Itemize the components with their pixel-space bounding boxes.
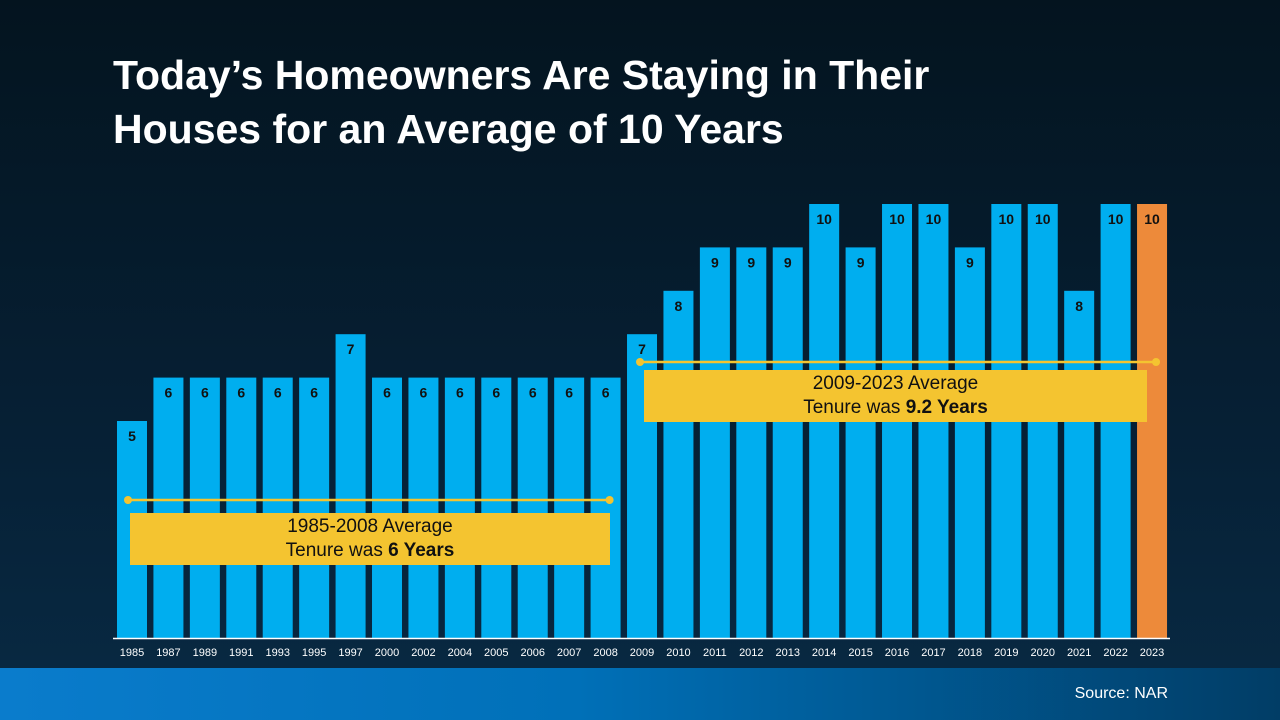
x-tick-label-2019: 2019 (994, 647, 1018, 659)
x-tick-label-2020: 2020 (1031, 647, 1055, 659)
data-label-2009: 7 (638, 341, 646, 357)
annotation-box-1985-2008: 1985-2008 Average Tenure was 6 Years (130, 513, 610, 565)
x-tick-label-2012: 2012 (739, 647, 763, 659)
annotation-line2-prefix: Tenure was (285, 540, 389, 561)
data-label-1995: 6 (310, 385, 318, 401)
x-tick-label-2005: 2005 (484, 647, 508, 659)
bar-2015 (845, 247, 876, 638)
x-tick-label-2017: 2017 (921, 647, 945, 659)
x-tick-label-2008: 2008 (593, 647, 617, 659)
bar-chart: 5 1985 6 1987 6 1989 6 1991 6 1993 6 1995 7 1997 6 2000… (117, 204, 1168, 659)
x-tick-label-2010: 2010 (666, 647, 690, 659)
data-label-1985: 5 (128, 428, 136, 444)
bar-2013 (772, 247, 803, 638)
bar-2021 (1064, 290, 1095, 638)
bar-1995 (299, 377, 330, 638)
bar-1991 (226, 377, 257, 638)
bar-1993 (262, 377, 293, 638)
annotation-line2-prefix: Tenure was (803, 397, 906, 418)
x-tick-label-2014: 2014 (812, 647, 836, 659)
data-label-2019: 10 (999, 211, 1015, 227)
footer-band: Source: NAR (0, 668, 1280, 720)
chart-title: Today’s Homeowners Are Staying in Their … (113, 48, 929, 156)
bar-2000 (372, 377, 403, 638)
data-label-2004: 6 (456, 385, 464, 401)
x-tick-label-2021: 2021 (1067, 647, 1091, 659)
bar-2004 (444, 377, 475, 638)
data-label-2023: 10 (1144, 211, 1160, 227)
x-tick-label-2006: 2006 (520, 647, 544, 659)
x-tick-label-1993: 1993 (265, 647, 289, 659)
x-tick-label-1991: 1991 (229, 647, 253, 659)
x-tick-label-2023: 2023 (1140, 647, 1164, 659)
bar-2006 (517, 377, 548, 638)
data-label-2017: 10 (926, 211, 942, 227)
data-label-1991: 6 (237, 385, 245, 401)
bar-2002 (408, 377, 439, 638)
bar-2008 (590, 377, 621, 638)
x-tick-label-2002: 2002 (411, 647, 435, 659)
x-tick-label-1997: 1997 (338, 647, 362, 659)
data-label-2020: 10 (1035, 211, 1051, 227)
data-label-2021: 8 (1075, 298, 1083, 314)
source-label: Source: NAR (1074, 685, 1168, 702)
annotation-line1: 1985-2008 Average (287, 516, 453, 537)
average-line-end-dot (605, 496, 614, 504)
data-label-2002: 6 (420, 385, 428, 401)
x-tick-label-2007: 2007 (557, 647, 581, 659)
data-label-1987: 6 (165, 385, 173, 401)
data-label-2022: 10 (1108, 211, 1124, 227)
annotation-line1: 2009-2023 Average (812, 373, 979, 394)
x-tick-label-2015: 2015 (848, 647, 872, 659)
data-label-2005: 6 (492, 385, 500, 401)
data-label-2000: 6 (383, 385, 391, 401)
bar-2010 (663, 290, 694, 638)
bar-1997 (335, 334, 366, 638)
x-tick-label-1989: 1989 (193, 647, 217, 659)
bar-2011 (699, 247, 730, 638)
data-label-1989: 6 (201, 385, 209, 401)
x-tick-label-2018: 2018 (958, 647, 982, 659)
data-label-2018: 9 (966, 254, 974, 270)
bar-1987 (153, 377, 184, 638)
x-tick-label-2022: 2022 (1103, 647, 1127, 659)
bar-2005 (481, 377, 512, 638)
x-tick-label-2013: 2013 (775, 647, 799, 659)
data-label-1997: 7 (347, 341, 355, 357)
average-line-start-dot (124, 496, 132, 504)
data-label-2007: 6 (565, 385, 573, 401)
x-tick-label-2004: 2004 (448, 647, 472, 659)
x-tick-label-2016: 2016 (885, 647, 909, 659)
data-label-2013: 9 (784, 254, 792, 270)
data-label-2016: 10 (889, 211, 905, 227)
title-line-2: Houses for an Average of 10 Years (113, 106, 784, 152)
x-tick-label-2009: 2009 (630, 647, 654, 659)
x-tick-label-2011: 2011 (703, 647, 727, 659)
bar-2007 (554, 377, 585, 638)
x-tick-label-1995: 1995 (302, 647, 326, 659)
x-tick-label-2000: 2000 (375, 647, 399, 659)
title-line-1: Today’s Homeowners Are Staying in Their (113, 52, 930, 98)
data-label-2012: 9 (747, 254, 755, 270)
data-label-2011: 9 (711, 254, 719, 270)
bar-2012 (736, 247, 767, 638)
data-label-1993: 6 (274, 385, 282, 401)
annotation-value: 6 Years (388, 540, 455, 561)
data-label-2006: 6 (529, 385, 537, 401)
average-line-end-dot (1152, 358, 1161, 366)
data-label-2008: 6 (602, 385, 610, 401)
annotation-box-2009-2023: 2009-2023 Average Tenure was 9.2 Years (644, 370, 1147, 422)
annotation-value: 9.2 Years (905, 397, 988, 418)
average-line-start-dot (636, 358, 645, 366)
x-tick-label-1987: 1987 (156, 647, 180, 659)
x-tick-label-1985: 1985 (120, 647, 144, 659)
bar-2018 (954, 247, 985, 638)
bar-1989 (189, 377, 220, 638)
data-label-2014: 10 (816, 211, 832, 227)
data-label-2015: 9 (857, 254, 865, 270)
data-label-2010: 8 (675, 298, 683, 314)
